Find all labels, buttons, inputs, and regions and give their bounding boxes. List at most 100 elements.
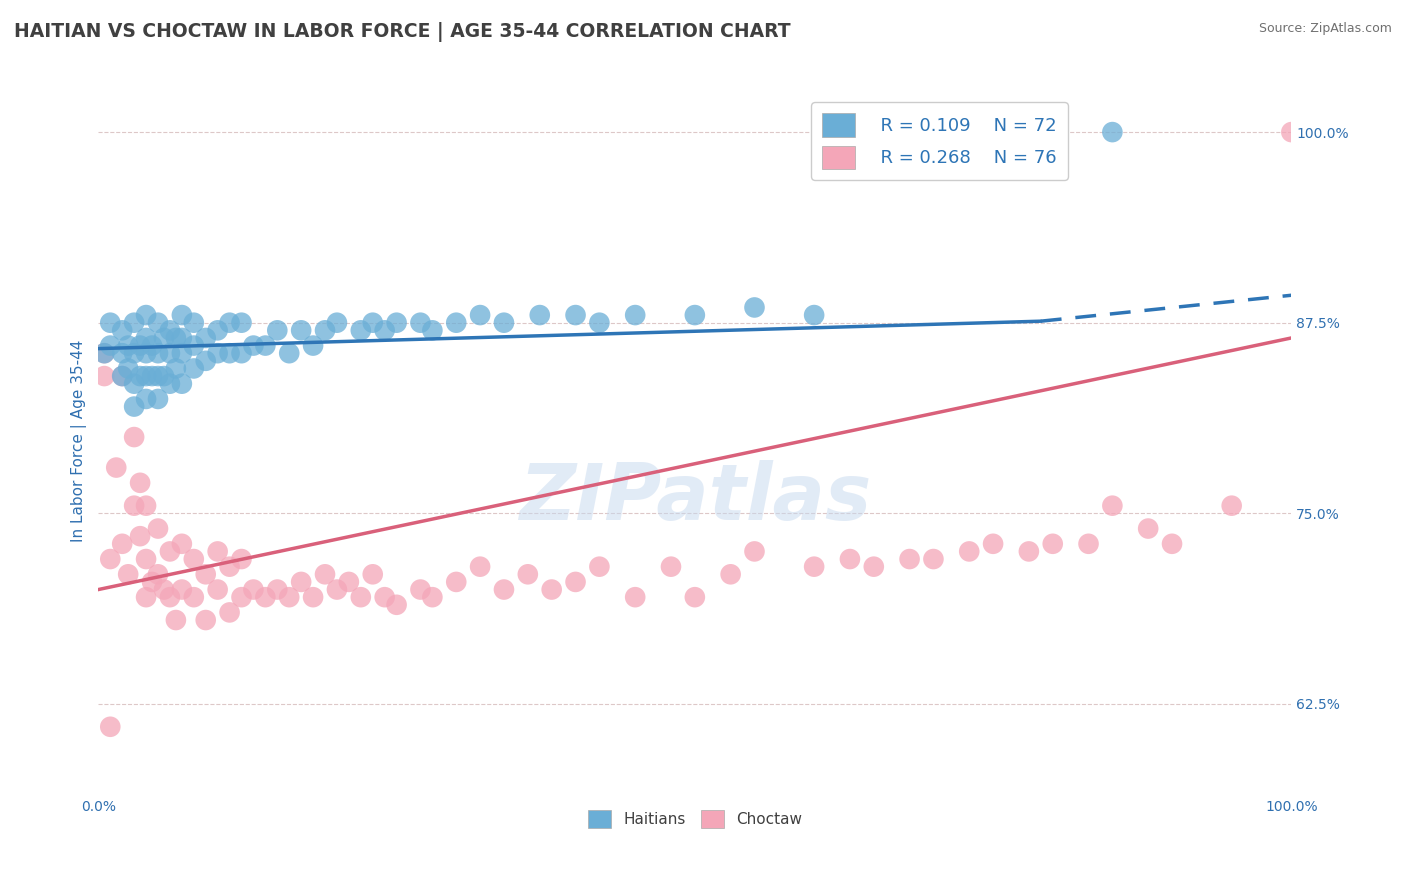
Point	[135, 499, 157, 513]
Point	[122, 400, 145, 414]
Point	[1077, 537, 1099, 551]
Point	[129, 475, 152, 490]
Point	[111, 323, 134, 337]
Point	[129, 369, 152, 384]
Point	[683, 308, 706, 322]
Point	[183, 552, 205, 566]
Point	[1101, 499, 1123, 513]
Point	[278, 590, 301, 604]
Point	[302, 590, 325, 604]
Point	[153, 582, 176, 597]
Point	[564, 574, 586, 589]
Point	[720, 567, 742, 582]
Point	[117, 567, 139, 582]
Point	[242, 582, 264, 597]
Point	[117, 338, 139, 352]
Point	[153, 369, 176, 384]
Point	[98, 552, 121, 566]
Point	[468, 308, 491, 322]
Point	[93, 346, 115, 360]
Point	[159, 376, 181, 391]
Text: Source: ZipAtlas.com: Source: ZipAtlas.com	[1258, 22, 1392, 36]
Point	[540, 582, 562, 597]
Point	[146, 392, 169, 406]
Point	[337, 574, 360, 589]
Point	[744, 544, 766, 558]
Point	[111, 537, 134, 551]
Point	[122, 316, 145, 330]
Point	[361, 567, 384, 582]
Point	[159, 323, 181, 337]
Point	[444, 316, 467, 330]
Point	[266, 323, 288, 337]
Point	[135, 331, 157, 345]
Point	[170, 537, 193, 551]
Point	[314, 567, 336, 582]
Point	[146, 567, 169, 582]
Legend: Haitians, Choctaw: Haitians, Choctaw	[582, 804, 808, 834]
Point	[422, 590, 444, 604]
Point	[1220, 499, 1243, 513]
Point	[207, 582, 229, 597]
Point	[326, 316, 349, 330]
Point	[218, 559, 240, 574]
Point	[588, 316, 610, 330]
Point	[278, 346, 301, 360]
Point	[218, 346, 240, 360]
Point	[129, 529, 152, 543]
Point	[468, 559, 491, 574]
Point	[98, 720, 121, 734]
Point	[183, 316, 205, 330]
Point	[122, 346, 145, 360]
Point	[981, 537, 1004, 551]
Point	[326, 582, 349, 597]
Text: ZIPatlas: ZIPatlas	[519, 459, 870, 535]
Point	[409, 582, 432, 597]
Point	[111, 346, 134, 360]
Point	[290, 323, 312, 337]
Point	[153, 331, 176, 345]
Point	[1137, 522, 1160, 536]
Point	[141, 338, 163, 352]
Point	[207, 346, 229, 360]
Point	[1018, 544, 1040, 558]
Point	[302, 338, 325, 352]
Text: HAITIAN VS CHOCTAW IN LABOR FORCE | AGE 35-44 CORRELATION CHART: HAITIAN VS CHOCTAW IN LABOR FORCE | AGE …	[14, 22, 790, 42]
Point	[231, 316, 253, 330]
Point	[1279, 125, 1302, 139]
Point	[122, 499, 145, 513]
Point	[117, 361, 139, 376]
Point	[898, 552, 921, 566]
Point	[350, 590, 373, 604]
Point	[135, 308, 157, 322]
Point	[385, 316, 408, 330]
Point	[207, 323, 229, 337]
Point	[165, 613, 187, 627]
Point	[159, 544, 181, 558]
Point	[135, 369, 157, 384]
Point	[194, 613, 217, 627]
Point	[564, 308, 586, 322]
Point	[111, 369, 134, 384]
Point	[194, 567, 217, 582]
Point	[659, 559, 682, 574]
Point	[231, 346, 253, 360]
Point	[374, 323, 396, 337]
Point	[194, 331, 217, 345]
Point	[146, 316, 169, 330]
Point	[588, 559, 610, 574]
Point	[141, 369, 163, 384]
Point	[135, 590, 157, 604]
Point	[146, 522, 169, 536]
Point	[409, 316, 432, 330]
Point	[254, 590, 277, 604]
Y-axis label: In Labor Force | Age 35-44: In Labor Force | Age 35-44	[72, 340, 87, 542]
Point	[385, 598, 408, 612]
Point	[624, 308, 647, 322]
Point	[862, 559, 884, 574]
Point	[183, 338, 205, 352]
Point	[803, 308, 825, 322]
Point	[803, 559, 825, 574]
Point	[231, 552, 253, 566]
Point	[1042, 537, 1064, 551]
